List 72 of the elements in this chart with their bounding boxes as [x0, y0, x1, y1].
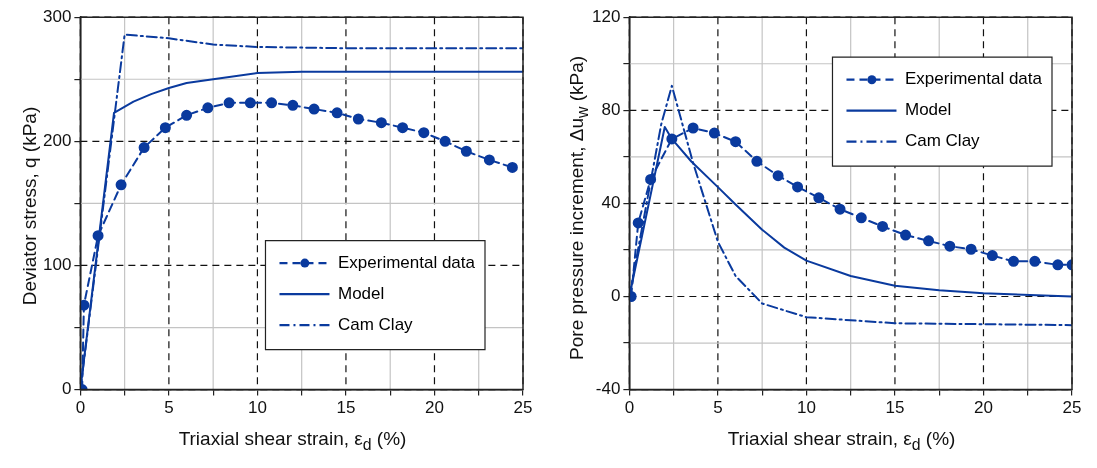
point — [1052, 259, 1064, 271]
point — [460, 145, 472, 157]
x-tick-label: 5 — [713, 398, 723, 418]
y-tick-label: 0 — [610, 286, 621, 306]
point — [418, 127, 430, 139]
point — [92, 230, 104, 242]
x-axis-title: Triaxial shear strain, ε$_{d}$ (%) — [726, 428, 957, 454]
point — [666, 133, 678, 145]
x-tick-label: 0 — [624, 398, 635, 418]
point — [352, 113, 364, 125]
y-tick-label: 100 — [42, 255, 72, 275]
point — [965, 243, 977, 255]
x-tick-label: 25 — [1062, 398, 1082, 418]
legend-label: Model — [337, 283, 385, 303]
x-tick-label: 15 — [336, 398, 356, 418]
point — [855, 212, 867, 224]
point — [708, 127, 720, 139]
point — [115, 179, 127, 191]
point — [506, 161, 518, 173]
x-tick-label: 5 — [164, 398, 174, 418]
point — [877, 220, 889, 232]
point — [223, 97, 235, 109]
legend-label: Experimental data — [337, 252, 476, 272]
point — [159, 122, 171, 134]
point — [923, 235, 935, 247]
point — [202, 102, 214, 114]
point — [439, 135, 451, 147]
point — [287, 99, 299, 111]
point — [1008, 255, 1020, 267]
x-tick-label: 0 — [75, 398, 86, 418]
point — [772, 170, 784, 182]
y-tick-label: 200 — [42, 131, 72, 151]
point — [1029, 255, 1041, 267]
point — [687, 122, 699, 134]
x-tick-label: 10 — [796, 398, 816, 418]
x-tick-label: 10 — [247, 398, 267, 418]
y-tick-label: 0 — [61, 379, 72, 399]
point — [266, 97, 278, 109]
x-tick-label: 20 — [974, 398, 993, 418]
legend-label: Cam Clay — [904, 131, 981, 151]
point — [244, 97, 256, 109]
y-tick-label: -40 — [595, 379, 621, 399]
point — [397, 122, 409, 134]
x-tick-label: 25 — [513, 398, 533, 418]
point — [813, 192, 825, 204]
point — [80, 299, 90, 311]
point — [138, 142, 150, 154]
point — [751, 155, 763, 167]
x-axis-title: Triaxial shear strain, ε$_{d}$ (%) — [177, 428, 408, 454]
point — [792, 181, 804, 193]
point — [308, 103, 320, 115]
point — [645, 173, 657, 185]
point — [375, 117, 387, 129]
x-tick-label: 15 — [885, 398, 905, 418]
point — [730, 136, 742, 148]
point — [331, 107, 343, 119]
point — [944, 240, 956, 252]
legend-label: Model — [904, 100, 952, 120]
y-axis-title: Deviator stress, q (kPa) — [19, 105, 41, 308]
point — [986, 250, 998, 262]
y-tick-label: 40 — [601, 193, 621, 213]
point — [483, 154, 495, 166]
y-tick-label: 300 — [42, 6, 72, 26]
point — [900, 229, 912, 241]
legend-label: Experimental data — [904, 69, 1043, 89]
legend-label: Cam Clay — [337, 314, 414, 334]
y-tick-label: 80 — [601, 99, 621, 119]
point — [181, 109, 193, 121]
point — [834, 203, 846, 215]
point — [632, 217, 644, 229]
x-tick-label: 20 — [425, 398, 444, 418]
y-tick-label: 120 — [591, 6, 621, 26]
